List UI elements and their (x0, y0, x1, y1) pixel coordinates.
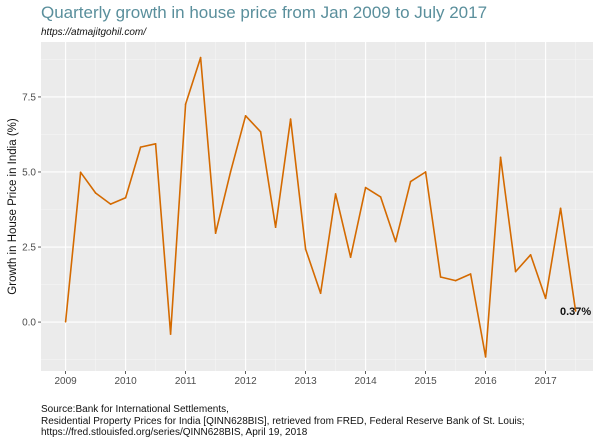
data-point (394, 240, 397, 243)
data-point (94, 192, 97, 194)
data-point (214, 232, 217, 235)
data-point (274, 226, 277, 229)
x-tick-label: 2010 (114, 376, 137, 387)
x-tick-label: 2013 (294, 376, 317, 387)
data-point (244, 115, 247, 117)
data-point (409, 180, 412, 183)
chart-subtitle: https://atmajitgohil.com/ (41, 27, 147, 38)
x-tick-label: 2014 (354, 376, 377, 387)
y-tick-label: 0.0 (22, 318, 36, 329)
data-point (574, 310, 577, 312)
data-point (334, 193, 337, 195)
x-tick-label: 2012 (234, 376, 257, 387)
caption-line: https://fred.stlouisfed.org/series/QINN6… (41, 427, 308, 438)
last-value-label: 0.37% (560, 306, 591, 318)
data-point (229, 170, 232, 173)
data-point (424, 171, 427, 173)
caption-line: Source:Bank for International Settlement… (41, 404, 229, 415)
chart-title: Quarterly growth in house price from Jan… (41, 3, 488, 22)
data-point (514, 270, 517, 273)
y-tick-label: 5.0 (22, 167, 36, 178)
data-point (154, 142, 157, 145)
y-tick-label: 7.5 (22, 92, 36, 103)
x-tick-label: 2011 (175, 376, 197, 387)
data-point (454, 279, 457, 282)
data-point (169, 333, 172, 335)
data-point (199, 56, 202, 59)
data-point (484, 356, 487, 358)
x-tick-label: 2009 (54, 376, 77, 387)
data-point (139, 146, 142, 148)
data-point (529, 254, 532, 256)
data-point (289, 118, 292, 120)
data-point (79, 171, 82, 174)
data-point (64, 320, 67, 323)
data-point (439, 276, 442, 278)
data-point (184, 103, 187, 105)
x-tick-label: 2015 (414, 376, 437, 387)
data-point (304, 248, 307, 250)
x-tick-label: 2016 (474, 376, 497, 387)
data-point (109, 203, 112, 205)
chart-caption: Source:Bank for International Settlement… (41, 404, 525, 439)
data-point (499, 156, 502, 159)
x-tick-label: 2017 (534, 376, 557, 387)
data-point (559, 207, 562, 210)
data-point (349, 256, 352, 259)
data-point (259, 130, 262, 133)
data-point (124, 196, 127, 199)
data-point (469, 273, 472, 275)
data-point (544, 297, 547, 300)
y-axis-label: Growth in House Price in India (%) (7, 118, 19, 295)
caption-line: Residential Property Prices for India [Q… (41, 415, 525, 427)
data-point (319, 292, 322, 295)
y-tick-label: 2.5 (22, 243, 36, 254)
data-point (364, 186, 367, 189)
data-point (379, 196, 382, 198)
